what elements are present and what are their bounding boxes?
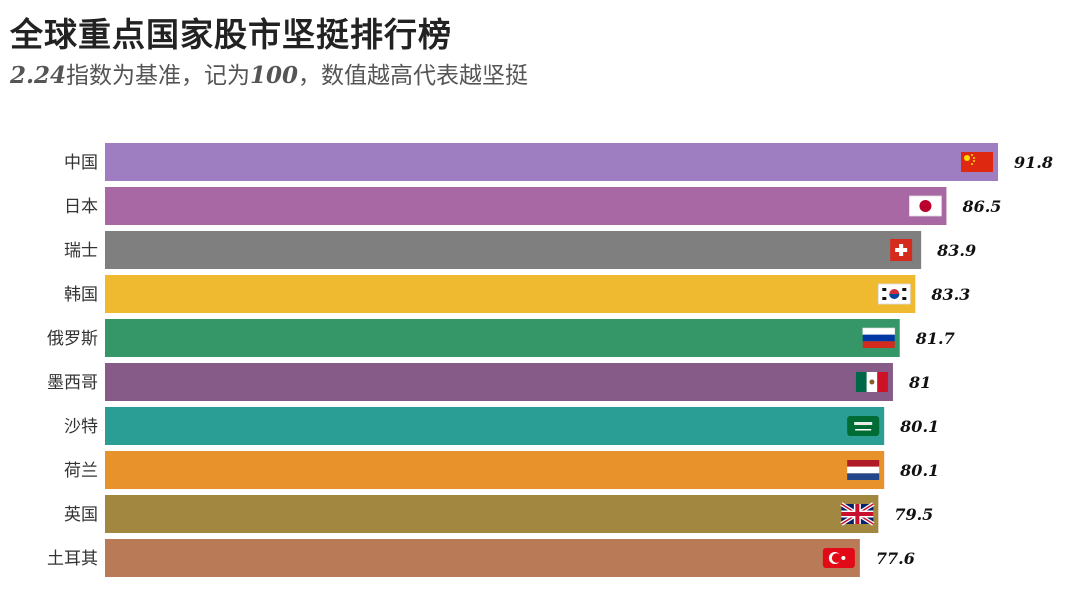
saudi-arabia-flag-icon: [847, 416, 880, 436]
mexico-flag-icon: [855, 372, 888, 392]
category-label: 俄罗斯: [47, 329, 98, 349]
chart-title: 全球重点国家股市坚挺排行榜: [10, 15, 452, 54]
bar: [105, 187, 947, 225]
value-label: 80.1: [899, 417, 939, 436]
value-label: 81.7: [915, 329, 955, 348]
value-label: 86.5: [961, 197, 1001, 216]
bar: [105, 231, 922, 269]
category-label: 沙特: [64, 417, 98, 437]
bar: [105, 495, 879, 533]
category-label: 荷兰: [64, 461, 98, 481]
category-label: 墨西哥: [47, 373, 98, 393]
netherlands-flag-icon: [847, 460, 880, 480]
bar: [105, 319, 900, 357]
category-label: 英国: [64, 505, 98, 525]
bar: [105, 407, 885, 445]
subtitle-base-value: 100: [250, 62, 299, 89]
russia-flag-icon: [862, 327, 896, 348]
bar: [105, 363, 893, 401]
value-label: 80.1: [899, 461, 939, 480]
bar: [105, 275, 916, 313]
subtitle-text-b: ，数值越高代表越坚挺: [298, 63, 529, 89]
subtitle-text-a: 指数为基准，记为: [66, 63, 251, 89]
category-label: 中国: [64, 153, 98, 173]
uk-flag-icon: [840, 502, 875, 526]
value-label: 79.5: [894, 505, 933, 524]
category-label: 韩国: [64, 285, 98, 305]
category-label: 日本: [64, 197, 98, 217]
chart-subtitle: 2.24指数为基准，记为100，数值越高代表越坚挺: [10, 56, 528, 90]
south-korea-flag-icon: [877, 283, 911, 305]
bar: [105, 451, 885, 489]
value-label: 81: [908, 373, 931, 392]
category-label: 土耳其: [47, 549, 98, 569]
china-flag-icon: [961, 152, 993, 172]
value-label: 83.3: [930, 285, 970, 304]
turkey-flag-icon: [822, 548, 855, 568]
value-label: 91.8: [1014, 153, 1053, 172]
value-label: 77.6: [876, 549, 915, 568]
japan-flag-icon: [909, 195, 942, 217]
switzerland-flag-icon: [890, 239, 913, 261]
bar: [105, 143, 998, 181]
value-label: 83.9: [936, 241, 976, 260]
category-label: 瑞士: [64, 241, 98, 261]
subtitle-base-date: 2.24: [10, 62, 67, 89]
bar: [105, 539, 860, 577]
